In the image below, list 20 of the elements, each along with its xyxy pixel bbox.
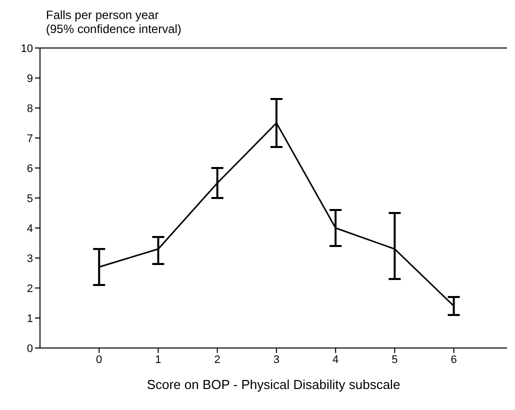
y-tick-label: 5 — [26, 192, 33, 205]
y-tick-label: 1 — [26, 312, 33, 325]
y-tick-label: 0 — [26, 342, 33, 355]
x-tick-label: 4 — [332, 354, 339, 366]
y-tick-label: 10 — [20, 42, 33, 55]
y-tick-label: 3 — [26, 252, 33, 265]
x-axis-title: Score on BOP - Physical Disability subscale — [146, 377, 400, 392]
y-tick-label: 2 — [26, 282, 33, 295]
y-tick-label: 8 — [26, 102, 33, 115]
x-tick-label: 5 — [392, 354, 398, 366]
y-axis-title: Falls per person year (95% confidence interval) — [46, 8, 182, 38]
x-tick-label: 0 — [96, 354, 102, 366]
x-tick-label: 2 — [214, 354, 220, 366]
x-tick-label: 3 — [273, 354, 280, 366]
y-tick-label: 9 — [26, 72, 33, 85]
y-tick-label: 6 — [26, 162, 33, 175]
y-tick-label: 7 — [26, 132, 33, 145]
x-tick-label: 6 — [450, 354, 457, 366]
y-tick-label: 4 — [26, 222, 33, 235]
x-tick-label: 1 — [155, 354, 162, 366]
